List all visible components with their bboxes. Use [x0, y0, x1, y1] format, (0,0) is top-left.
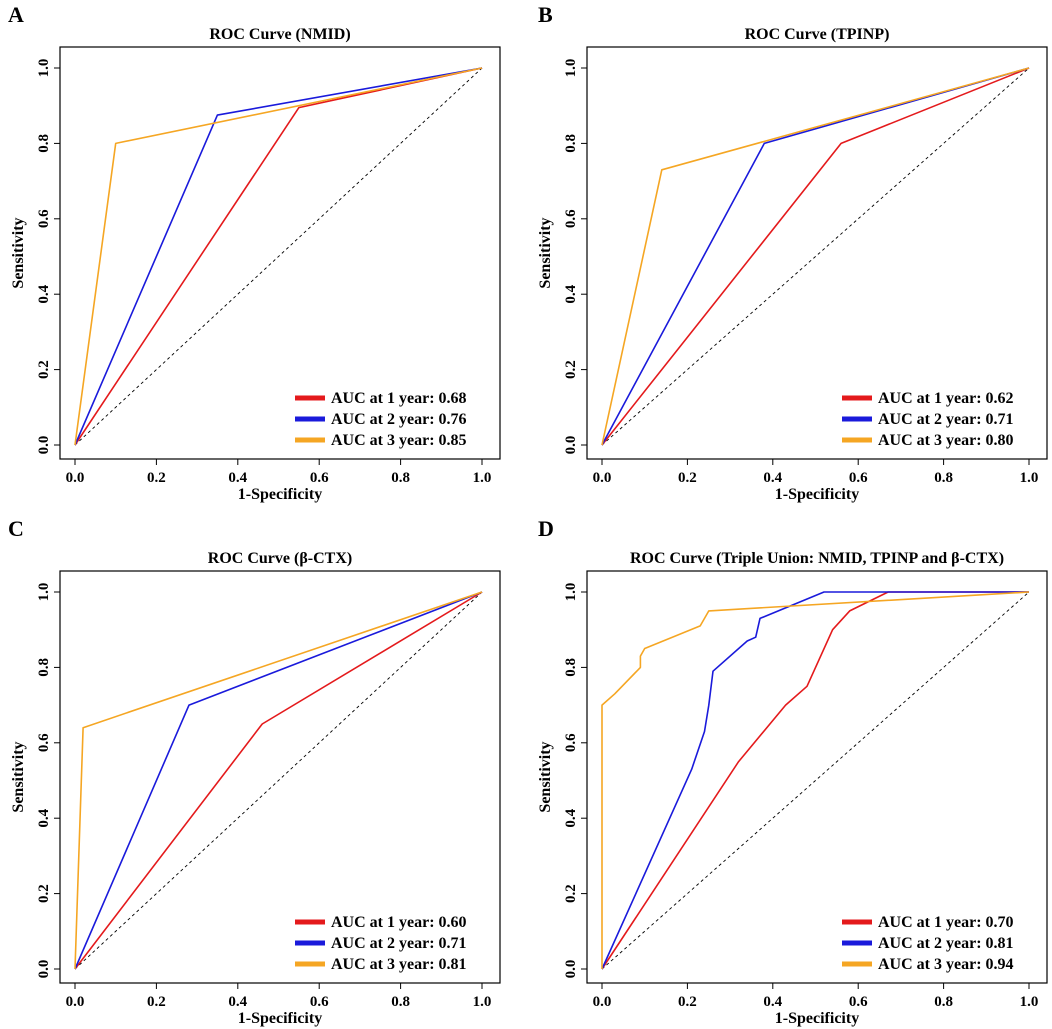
x-tick-label: 0.2: [678, 994, 697, 1010]
roc-series-line: [601, 67, 1030, 446]
roc-series-line: [74, 67, 483, 446]
x-tick-label: 0.0: [66, 994, 85, 1010]
legend-entry: AUC at 2 year: 0.76: [331, 411, 467, 428]
panel-a: A ROC Curve (NMID) 0.0 0.2 0.4 0.6 0.8 1.0 0.0 0.…: [8, 2, 501, 503]
x-tick-label: 0.8: [934, 470, 953, 486]
x-tick-label: 0.2: [678, 470, 697, 486]
x-tick-label: 1.0: [473, 994, 492, 1010]
panel-d: D ROC Curve (Triple Union: NMID, TPINP an…: [537, 516, 1048, 1027]
x-tick-label: 0.4: [228, 994, 247, 1010]
legend-entry: AUC at 1 year: 0.68: [331, 390, 467, 407]
legend-entry: AUC at 3 year: 0.81: [331, 956, 467, 973]
x-tick-label: 0.6: [849, 994, 868, 1010]
y-tick-label: 1.0: [36, 59, 52, 78]
reference-diagonal: [601, 591, 1030, 970]
x-axis-label: 1-Specificity: [775, 486, 859, 503]
x-tick-label: 0.8: [934, 994, 953, 1010]
x-tick-label: 0.0: [593, 994, 612, 1010]
chart-title: ROC Curve (NMID): [209, 26, 350, 43]
legend-entry: AUC at 3 year: 0.80: [878, 432, 1014, 449]
plot-frame: [59, 46, 501, 460]
x-tick-label: 0.8: [391, 470, 410, 486]
plot-frame: [586, 570, 1048, 984]
roc-series-line: [601, 67, 1030, 446]
roc-series-line: [74, 591, 483, 970]
y-tick-label: 1.0: [36, 583, 52, 602]
chart-title: ROC Curve (β-CTX): [208, 550, 352, 567]
y-axis-label: Sensitivity: [537, 217, 554, 288]
legend-entry: AUC at 1 year: 0.62: [878, 390, 1014, 407]
y-tick-label: 0.0: [563, 436, 579, 455]
y-axis-label: Sensitivity: [537, 741, 554, 812]
x-axis-label: 1-Specificity: [238, 486, 322, 503]
panel-letter: B: [538, 2, 553, 27]
legend-entry: AUC at 2 year: 0.71: [331, 935, 467, 952]
legend-entry: AUC at 1 year: 0.60: [331, 914, 467, 931]
reference-diagonal: [74, 67, 483, 446]
reference-diagonal: [601, 67, 1030, 446]
legend-entry: AUC at 3 year: 0.85: [331, 432, 467, 449]
y-tick-label: 0.2: [563, 884, 579, 903]
chart-title: ROC Curve (Triple Union: NMID, TPINP and…: [630, 550, 1004, 567]
roc-series-line: [74, 67, 483, 446]
y-tick-label: 0.0: [563, 960, 579, 979]
y-tick-label: 0.6: [36, 733, 52, 752]
roc-series-line: [74, 591, 483, 970]
plot-frame: [586, 46, 1048, 460]
x-tick-label: 0.6: [310, 470, 329, 486]
x-tick-label: 0.6: [310, 994, 329, 1010]
x-tick-label: 0.0: [593, 470, 612, 486]
y-tick-label: 0.0: [36, 960, 52, 979]
panel-letter: A: [8, 2, 24, 27]
x-axis-label: 1-Specificity: [775, 1010, 859, 1027]
roc-series-line: [601, 591, 1030, 969]
plot-frame: [59, 570, 501, 984]
x-axis-label: 1-Specificity: [238, 1010, 322, 1027]
y-tick-label: 1.0: [563, 59, 579, 78]
y-tick-label: 0.6: [563, 209, 579, 228]
y-tick-label: 0.4: [563, 284, 579, 303]
roc-series-line: [74, 591, 483, 970]
y-tick-label: 0.6: [563, 733, 579, 752]
panel-b: B ROC Curve (TPINP) 0.0 0.2 0.4 0.6 0.8 1.0 0.0 0…: [537, 2, 1048, 503]
roc-series-line: [601, 591, 1029, 970]
legend-entry: AUC at 1 year: 0.70: [878, 914, 1014, 931]
x-tick-label: 0.4: [763, 994, 782, 1010]
y-tick-label: 0.4: [36, 284, 52, 303]
x-tick-label: 1.0: [1020, 994, 1039, 1010]
y-axis-label: Sensitivity: [10, 217, 27, 288]
panel-letter: D: [538, 516, 554, 541]
x-tick-label: 0.2: [147, 994, 166, 1010]
y-tick-label: 0.4: [563, 808, 579, 827]
x-tick-label: 0.6: [849, 470, 868, 486]
y-tick-label: 0.8: [36, 658, 52, 677]
y-tick-label: 1.0: [563, 583, 579, 602]
x-tick-label: 1.0: [1020, 470, 1039, 486]
legend-entry: AUC at 2 year: 0.71: [878, 411, 1014, 428]
y-tick-label: 0.0: [36, 436, 52, 455]
x-tick-label: 0.8: [391, 994, 410, 1010]
x-tick-label: 0.4: [763, 470, 782, 486]
legend-entry: AUC at 3 year: 0.94: [878, 956, 1014, 973]
panel-letter: C: [8, 516, 24, 541]
y-tick-label: 0.8: [36, 134, 52, 153]
y-tick-label: 0.8: [563, 658, 579, 677]
y-tick-label: 0.2: [36, 884, 52, 903]
y-tick-label: 0.6: [36, 209, 52, 228]
legend-entry: AUC at 2 year: 0.81: [878, 935, 1014, 952]
y-tick-label: 0.2: [563, 360, 579, 379]
y-tick-label: 0.4: [36, 808, 52, 827]
y-axis-label: Sensitivity: [10, 741, 27, 812]
x-tick-label: 0.2: [147, 470, 166, 486]
x-tick-label: 0.0: [66, 470, 85, 486]
y-tick-label: 0.2: [36, 360, 52, 379]
chart-title: ROC Curve (TPINP): [745, 26, 890, 43]
x-tick-label: 1.0: [473, 470, 492, 486]
reference-diagonal: [74, 591, 483, 970]
y-tick-label: 0.8: [563, 134, 579, 153]
panel-c: C ROC Curve (β-CTX) 0.0 0.2 0.4 0.6 0.8 1.0 0.0 0…: [8, 516, 501, 1027]
x-tick-label: 0.4: [228, 470, 247, 486]
